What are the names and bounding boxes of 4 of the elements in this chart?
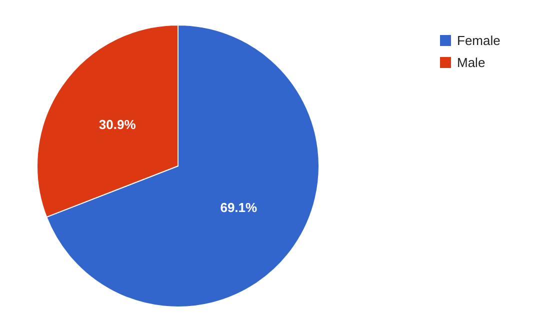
data-label: 69.1% bbox=[220, 200, 258, 216]
legend-label: Male bbox=[457, 55, 486, 70]
data-label: 30.9% bbox=[98, 116, 136, 132]
legend-label: Female bbox=[457, 33, 500, 48]
